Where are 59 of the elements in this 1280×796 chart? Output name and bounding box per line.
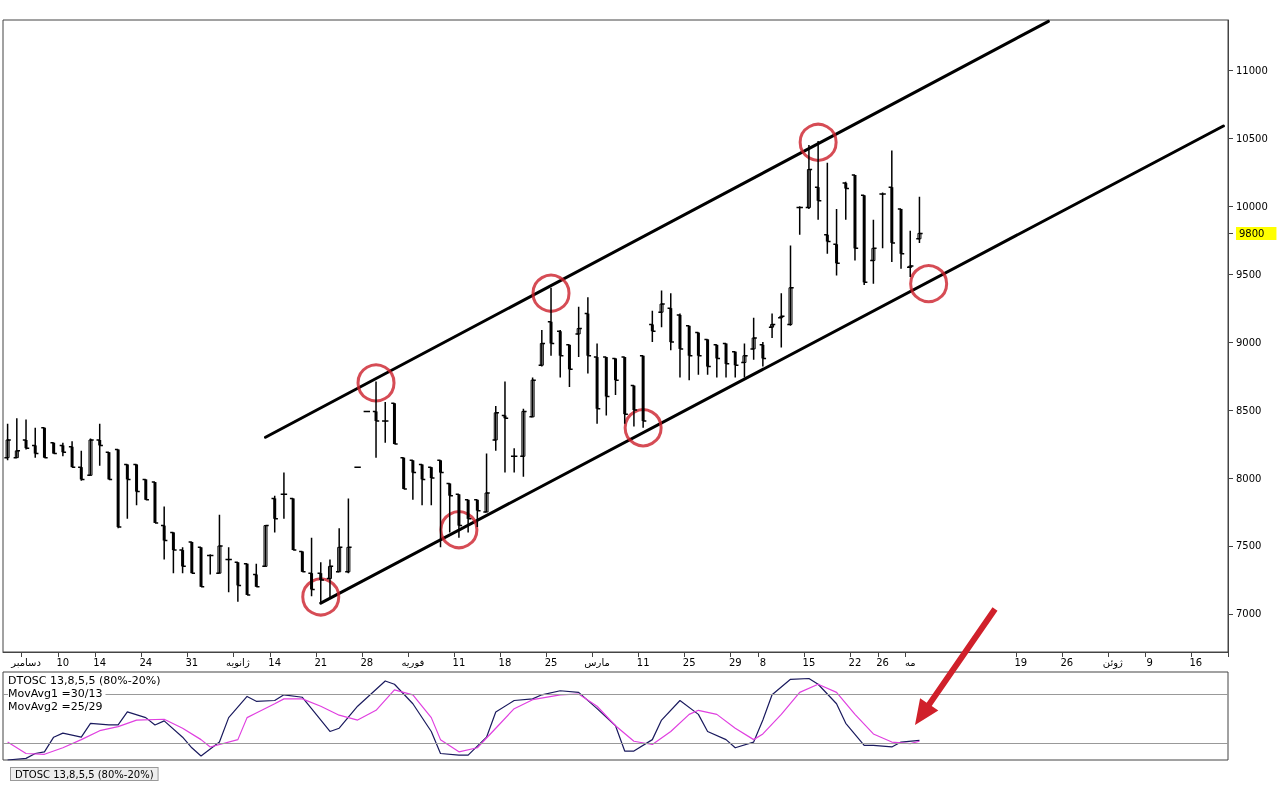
point bbox=[623, 408, 663, 448]
x-tick-label: 25 bbox=[544, 656, 558, 668]
y-tick-label: 9500 bbox=[1236, 268, 1262, 280]
x-tick-label: 14 bbox=[93, 656, 107, 668]
candlestick bbox=[530, 376, 535, 418]
x-tick-label: 10 bbox=[56, 656, 70, 668]
x-tick-label: 15 bbox=[802, 656, 816, 668]
x-tick-label: 19 bbox=[1014, 656, 1028, 668]
y-tick-label: 10500 bbox=[1236, 132, 1268, 144]
point bbox=[798, 122, 838, 162]
candlestick bbox=[346, 497, 351, 574]
x-tick-label: 26 bbox=[876, 656, 889, 668]
candlestick bbox=[263, 524, 268, 568]
x-tick-label: 26 bbox=[1060, 656, 1074, 668]
y-tick-label: 9800 bbox=[1239, 228, 1265, 240]
candlestick bbox=[871, 219, 876, 285]
x-tick-label: 9 bbox=[1146, 656, 1153, 668]
point bbox=[531, 273, 571, 313]
x-tick-label: 14 bbox=[268, 656, 282, 668]
y-tick-label: 8500 bbox=[1236, 404, 1262, 416]
x-tick-label: 11 bbox=[636, 656, 650, 668]
candlestick bbox=[521, 407, 526, 478]
point bbox=[356, 363, 396, 403]
chart-title: DTOSC 13,8,5,5 (80%-20%) bbox=[8, 674, 161, 687]
x-tick-label: مارس bbox=[584, 656, 610, 668]
x-tick-label: 18 bbox=[498, 656, 512, 668]
x-tick-label: ژانویه bbox=[226, 656, 250, 668]
x-tick-label: 8 bbox=[759, 656, 767, 668]
x-tick-label: 25 bbox=[682, 656, 696, 668]
y-tick-label: 7500 bbox=[1236, 540, 1262, 552]
x-tick-label: 29 bbox=[728, 656, 742, 668]
annotation: MovAvg1 =30/13 bbox=[8, 687, 103, 700]
x-tick-label: ژوئن bbox=[1102, 656, 1124, 669]
text: DTOSC 13,8,5,5 (80%-20%) bbox=[15, 768, 154, 780]
y-tick-label: 7000 bbox=[1236, 608, 1262, 620]
y-tick-label: 10000 bbox=[1236, 200, 1268, 212]
x-tick-label: 28 bbox=[360, 656, 374, 668]
candlestick bbox=[484, 452, 489, 513]
point bbox=[909, 264, 949, 304]
x-tick-label: 16 bbox=[1189, 656, 1203, 668]
x-tick-label: 31 bbox=[185, 656, 199, 668]
point bbox=[301, 577, 341, 617]
candlestick bbox=[88, 437, 93, 477]
candlestick bbox=[5, 422, 10, 462]
x-tick-label: مه bbox=[904, 656, 916, 668]
y-tick-label: 9000 bbox=[1236, 336, 1262, 348]
point bbox=[439, 510, 479, 550]
x-tick-label: 21 bbox=[314, 656, 328, 668]
x-tick-label: 22 bbox=[848, 656, 862, 668]
y-tick-label: 11000 bbox=[1236, 64, 1268, 76]
y-tick-label: 8000 bbox=[1236, 472, 1262, 484]
x-tick-label: 24 bbox=[139, 656, 153, 668]
annotation: MovAvg2 =25/29 bbox=[8, 700, 103, 713]
candlestick bbox=[788, 244, 793, 327]
x-tick-label: فوریه bbox=[401, 656, 425, 668]
x-tick-label: دسامبر bbox=[10, 656, 41, 668]
candlestick bbox=[742, 342, 747, 379]
x-tick-label: 11 bbox=[452, 656, 466, 668]
candlestick bbox=[217, 513, 222, 574]
